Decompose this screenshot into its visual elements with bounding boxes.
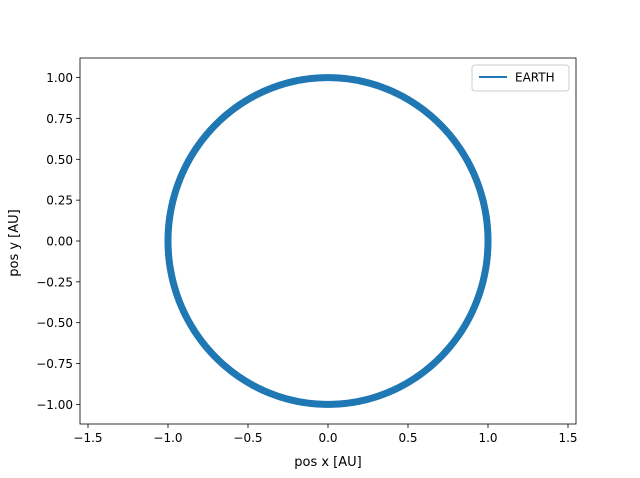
x-tick-label: −1.0 — [153, 431, 182, 445]
y-tick-label: −0.25 — [36, 275, 73, 289]
y-tick-label: 0.00 — [46, 235, 73, 249]
y-tick-label: −1.00 — [36, 398, 73, 412]
y-tick-label: 0.25 — [46, 194, 73, 208]
y-tick-label: −0.75 — [36, 357, 73, 371]
y-tick-label: 0.50 — [46, 153, 73, 167]
x-tick-label: 1.5 — [558, 431, 577, 445]
x-axis: −1.5 −1.0 −0.5 0.0 0.5 1.0 1.5 — [73, 424, 578, 445]
y-tick-label: −0.50 — [36, 316, 73, 330]
x-tick-label: 0.0 — [318, 431, 337, 445]
x-axis-label: pos x [AU] — [294, 455, 362, 470]
x-tick-label: −0.5 — [233, 431, 262, 445]
legend-frame — [471, 64, 570, 92]
x-tick-label: 1.0 — [478, 431, 497, 445]
x-tick-label: −1.5 — [73, 431, 102, 445]
y-axis-label: pos y [AU] — [7, 209, 22, 277]
y-axis: 1.00 0.75 0.50 0.25 0.00 −0.25 −0.50 −0.75 −1.00 — [36, 71, 80, 412]
y-tick-label: 1.00 — [46, 71, 73, 85]
y-tick-label: 0.75 — [46, 112, 73, 126]
series-line-earth — [164, 74, 492, 408]
x-tick-label: 0.5 — [398, 431, 417, 445]
legend-label-earth: EARTH — [515, 71, 555, 85]
legend: EARTH — [471, 64, 570, 92]
